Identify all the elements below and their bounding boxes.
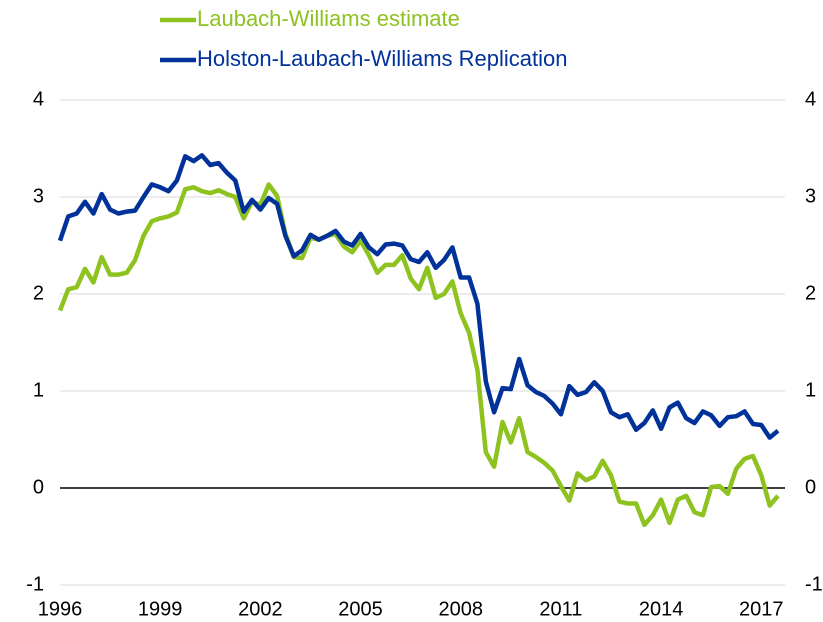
series-line [57, 153, 780, 440]
y2-tick-label: 4 [805, 88, 816, 110]
x-tick-label: 2005 [338, 598, 383, 620]
x-tick-label: 1996 [38, 598, 83, 620]
y2-tick-label: 1 [805, 379, 816, 401]
x-tick-label: 1999 [138, 598, 183, 620]
series-line [57, 182, 780, 528]
x-tick-label: 2017 [739, 598, 784, 620]
y-tick-label: 0 [33, 476, 44, 498]
y-tick-label: -1 [26, 573, 44, 595]
x-tick-label: 2008 [438, 598, 483, 620]
y2-tick-label: -1 [805, 573, 823, 595]
y2-tick-label: 3 [805, 185, 816, 207]
y-tick-label: 2 [33, 282, 44, 304]
legend-label: Holston-Laubach-Williams Replication [197, 46, 568, 71]
x-tick-label: 2002 [238, 598, 283, 620]
y-tick-label: 1 [33, 379, 44, 401]
y-tick-label: 4 [33, 88, 44, 110]
y2-tick-label: 0 [805, 476, 816, 498]
legend-label: Laubach-Williams estimate [197, 6, 460, 31]
x-tick-label: 2014 [639, 598, 684, 620]
y-tick-label: 3 [33, 185, 44, 207]
y2-tick-label: 2 [805, 282, 816, 304]
x-tick-label: 2011 [539, 598, 582, 620]
